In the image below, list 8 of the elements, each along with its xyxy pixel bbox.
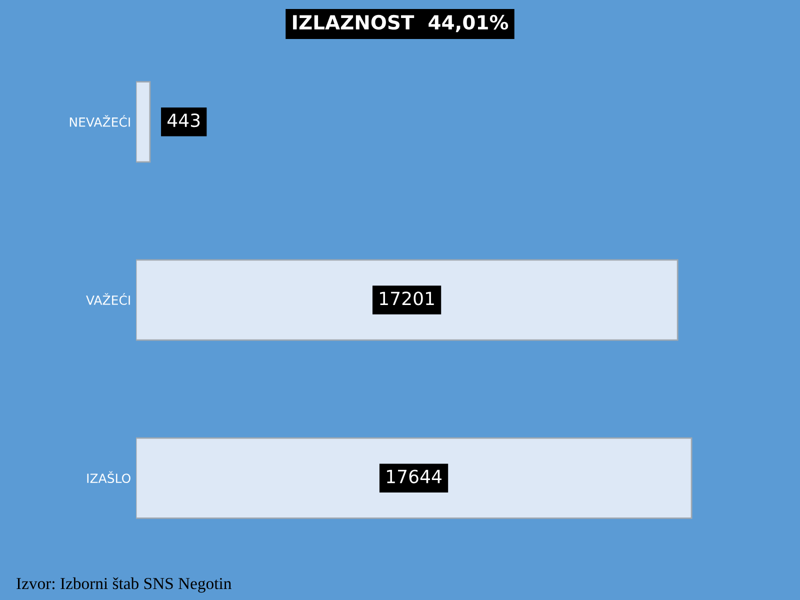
y-tick-label: VAŽEĆI — [86, 293, 130, 305]
y-tick-label: IZAŠLO — [87, 471, 130, 484]
chart-title: IZLAZNOST 44,01% — [293, 14, 508, 32]
data-label: 443 — [168, 113, 200, 128]
y-tick-label: NEVAŽEĆI — [70, 115, 130, 127]
text: Izvor: Izborni štab SNS Negotin — [16, 577, 232, 593]
data-label: 17201 — [380, 292, 434, 306]
data-label: 17644 — [387, 470, 442, 484]
